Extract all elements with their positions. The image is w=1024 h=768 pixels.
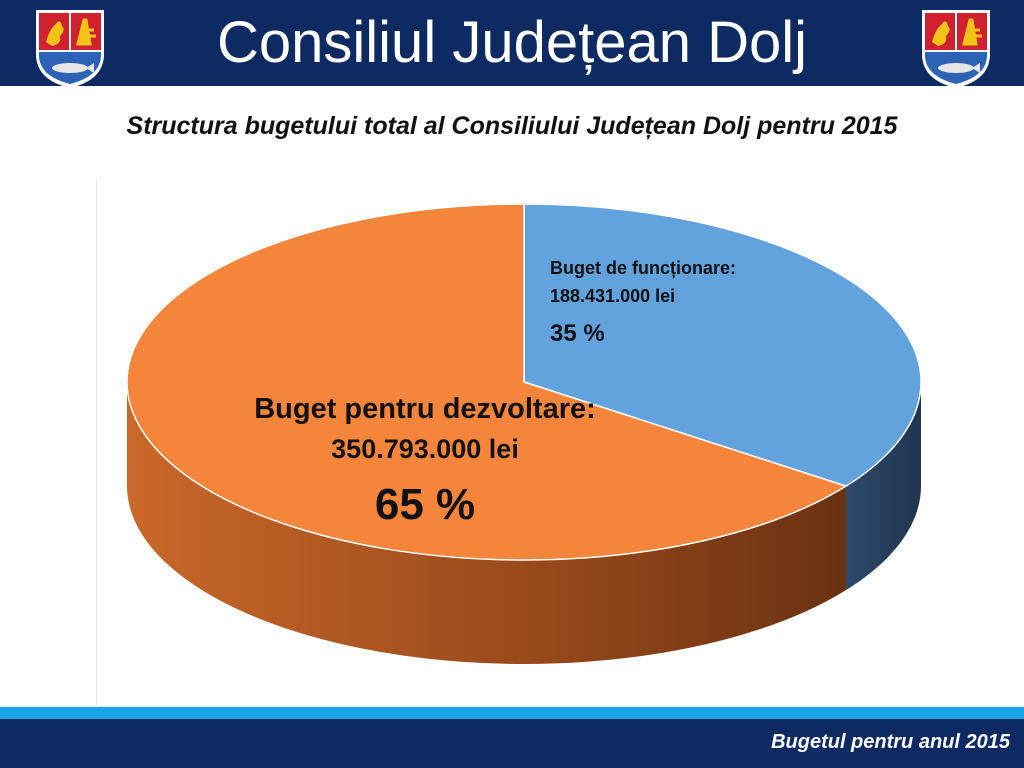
header-bar: Consiliul Județean Dolj: [0, 0, 1024, 88]
footer-bar: Bugetul pentru anul 2015: [0, 719, 1024, 768]
chart-subtitle: Structura bugetului total al Consiliului…: [126, 112, 898, 140]
dolj-coat-of-arms-icon: [36, 10, 104, 88]
slice-percent-functionare: 35 %: [550, 320, 605, 347]
pie-slice-functionare: [523, 203, 922, 487]
pie-chart: Buget de funcționare: 188.431.000 lei 35…: [126, 203, 922, 664]
dolj-coat-of-arms-icon: [922, 10, 990, 88]
slice-amount-dezvoltare: 350.793.000 lei: [331, 434, 519, 464]
pie-side-functionare: [845, 382, 921, 591]
slice-amount-functionare: 188.431.000 lei: [550, 286, 675, 306]
pie-slice-dezvoltare: [126, 203, 848, 561]
footer-accent-band: [0, 707, 1024, 719]
slice-label-dezvoltare: Buget pentru dezvoltare:: [254, 393, 596, 425]
slice-label-functionare: Buget de funcționare:: [550, 258, 736, 278]
footer-text: Bugetul pentru anul 2015: [771, 731, 1010, 753]
page-title: Consiliul Județean Dolj: [217, 10, 807, 75]
chart-frame-line: [96, 180, 97, 705]
slice-percent-dezvoltare: 65 %: [375, 480, 475, 529]
pie-side-dezvoltare: [127, 382, 846, 664]
